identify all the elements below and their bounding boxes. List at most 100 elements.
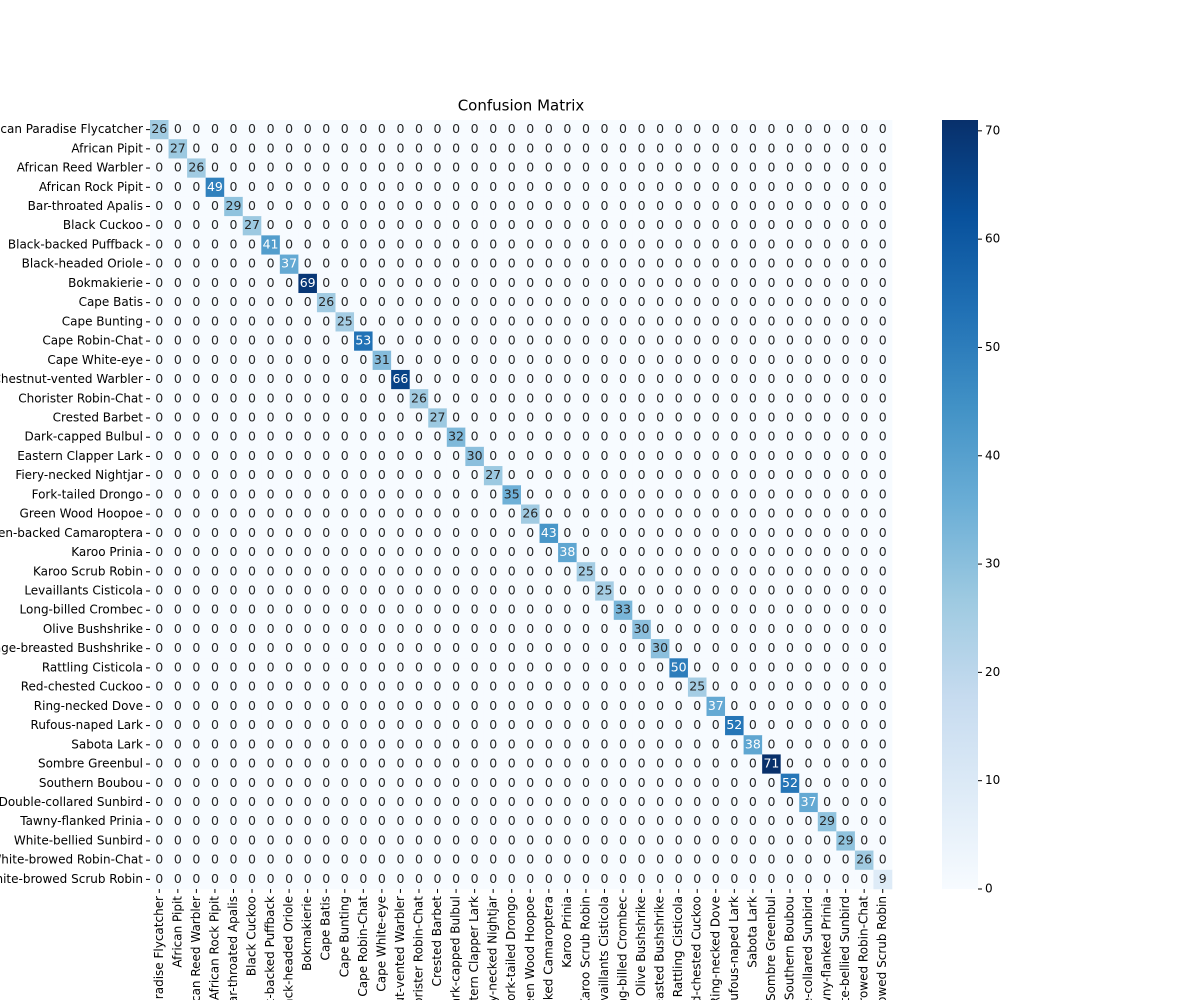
cell bbox=[743, 254, 763, 275]
cell-label: 0 bbox=[211, 794, 219, 809]
cell bbox=[595, 235, 615, 255]
cell bbox=[391, 216, 410, 236]
cell-label: 0 bbox=[879, 140, 887, 155]
cell-label: 25 bbox=[578, 563, 594, 578]
cell-label: 0 bbox=[155, 659, 163, 674]
cell-label: 0 bbox=[452, 621, 460, 636]
cell-label: 0 bbox=[267, 852, 275, 867]
cell bbox=[279, 408, 299, 428]
cell-label: 0 bbox=[638, 179, 646, 194]
cell-label: 0 bbox=[526, 275, 534, 290]
cell-label: 0 bbox=[471, 390, 479, 405]
cell-label: 0 bbox=[229, 756, 237, 771]
cell-label: 0 bbox=[434, 160, 442, 175]
cell-label: 0 bbox=[452, 121, 460, 136]
cell-label: 0 bbox=[452, 525, 460, 540]
cell-label: 0 bbox=[304, 506, 312, 521]
x-tick-label: Southern Boubou bbox=[782, 896, 796, 1000]
cell-label: 0 bbox=[786, 352, 794, 367]
cell-label: 0 bbox=[712, 256, 720, 271]
cell-label: 0 bbox=[638, 775, 646, 790]
cell-label: 0 bbox=[805, 736, 813, 751]
cell-label: 0 bbox=[526, 371, 534, 386]
cell-label: 0 bbox=[879, 544, 887, 559]
cell bbox=[224, 158, 244, 178]
cell-label: 0 bbox=[452, 813, 460, 828]
cell-label: 0 bbox=[267, 813, 275, 828]
cell-label: 0 bbox=[267, 659, 275, 674]
cell bbox=[706, 369, 726, 390]
y-tick-label: Fiery-necked Nightjar bbox=[15, 468, 143, 482]
cell bbox=[817, 158, 837, 178]
cell-label: 0 bbox=[378, 179, 386, 194]
cell bbox=[725, 389, 744, 409]
cell-label: 0 bbox=[155, 294, 163, 309]
cell-label: 0 bbox=[471, 179, 479, 194]
cell-label: 0 bbox=[322, 736, 330, 751]
cell bbox=[150, 158, 169, 178]
cell-label: 0 bbox=[860, 333, 868, 348]
cell-label: 0 bbox=[155, 640, 163, 655]
cell bbox=[261, 408, 281, 428]
cell bbox=[428, 312, 448, 332]
cell-label: 0 bbox=[304, 794, 312, 809]
cell bbox=[298, 139, 318, 159]
cell-label: 0 bbox=[341, 506, 349, 521]
cell-label: 0 bbox=[749, 217, 757, 232]
cell-label: 0 bbox=[638, 698, 646, 713]
cell bbox=[354, 408, 373, 428]
cell-label: 0 bbox=[786, 140, 794, 155]
cell-label: 0 bbox=[656, 352, 664, 367]
colorbar-tick-label: 70 bbox=[985, 123, 1000, 137]
cell bbox=[558, 177, 577, 198]
cell-label: 0 bbox=[600, 352, 608, 367]
cell-label: 0 bbox=[174, 429, 182, 444]
cell bbox=[725, 196, 744, 217]
cell-label: 0 bbox=[341, 544, 349, 559]
cell bbox=[335, 273, 355, 294]
cell-label: 0 bbox=[693, 371, 701, 386]
cell-label: 0 bbox=[600, 602, 608, 617]
cell bbox=[224, 273, 244, 294]
cell-label: 0 bbox=[155, 236, 163, 251]
cell-label: 0 bbox=[155, 563, 163, 578]
cell bbox=[150, 216, 169, 236]
cell bbox=[725, 273, 744, 294]
cell-label: 0 bbox=[155, 333, 163, 348]
cell-label: 0 bbox=[471, 236, 479, 251]
cell-label: 0 bbox=[248, 121, 256, 136]
cell bbox=[595, 369, 615, 390]
y-tick-label: African Paradise Flycatcher bbox=[0, 122, 143, 136]
cell-label: 0 bbox=[304, 467, 312, 482]
x-tick-label: Sombre Greenbul bbox=[764, 896, 778, 1000]
cell-label: 0 bbox=[359, 467, 367, 482]
cell-label: 0 bbox=[730, 563, 738, 578]
cell-label: 0 bbox=[434, 140, 442, 155]
cell-label: 0 bbox=[823, 371, 831, 386]
cell-label: 0 bbox=[619, 563, 627, 578]
cell bbox=[316, 293, 336, 313]
cell-label: 0 bbox=[656, 313, 664, 328]
cell-label: 0 bbox=[434, 640, 442, 655]
cell-label: 0 bbox=[396, 160, 404, 175]
cell-label: 0 bbox=[192, 256, 200, 271]
cell bbox=[187, 369, 206, 390]
cell-label: 0 bbox=[805, 409, 813, 424]
cell-label: 0 bbox=[174, 813, 182, 828]
cell-label: 0 bbox=[378, 871, 386, 886]
cell-label: 0 bbox=[712, 736, 720, 751]
cell-label: 0 bbox=[248, 275, 256, 290]
cell-label: 0 bbox=[823, 736, 831, 751]
cell-label: 0 bbox=[675, 429, 683, 444]
cell-label: 0 bbox=[508, 775, 516, 790]
cell-label: 0 bbox=[805, 179, 813, 194]
cell-label: 0 bbox=[267, 563, 275, 578]
cell-label: 0 bbox=[192, 659, 200, 674]
cell-label: 0 bbox=[805, 448, 813, 463]
cell-label: 0 bbox=[322, 640, 330, 655]
cell-label: 0 bbox=[545, 236, 553, 251]
x-tick-label: Bar-throated Apalis bbox=[226, 896, 240, 1000]
cell-label: 0 bbox=[155, 313, 163, 328]
cell-label: 0 bbox=[192, 486, 200, 501]
cell-label: 0 bbox=[600, 659, 608, 674]
